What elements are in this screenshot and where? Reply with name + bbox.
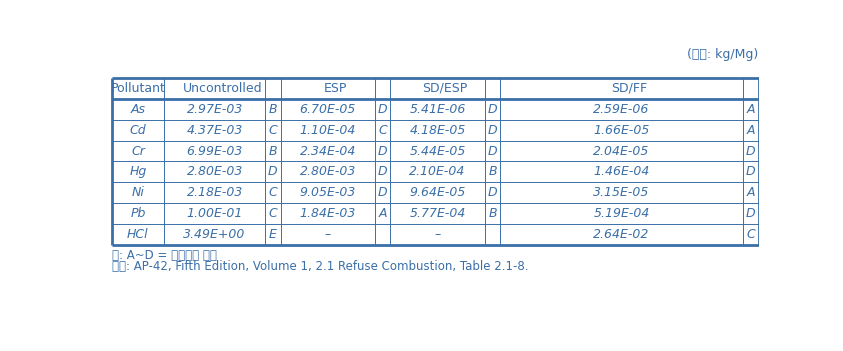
Text: 2.64E-02: 2.64E-02 <box>593 228 650 241</box>
Text: A: A <box>379 207 387 220</box>
Text: 6.70E-05: 6.70E-05 <box>299 103 356 116</box>
Text: D: D <box>487 145 497 158</box>
Text: D: D <box>746 145 756 158</box>
Text: 2.80E-03: 2.80E-03 <box>299 165 356 178</box>
Text: 자료: AP-42, Fifth Edition, Volume 1, 2.1 Refuse Combustion, Table 2.1-8.: 자료: AP-42, Fifth Edition, Volume 1, 2.1 … <box>111 260 528 273</box>
Text: (단위: kg/Mg): (단위: kg/Mg) <box>687 48 759 61</box>
Text: D: D <box>746 165 756 178</box>
Text: 2.97E-03: 2.97E-03 <box>186 103 243 116</box>
Text: As: As <box>131 103 146 116</box>
Text: Pb: Pb <box>130 207 146 220</box>
Text: HCl: HCl <box>127 228 148 241</box>
Text: 2.10E-04: 2.10E-04 <box>409 165 465 178</box>
Text: 1.10E-04: 1.10E-04 <box>299 124 356 137</box>
Text: 3.49E+00: 3.49E+00 <box>184 228 246 241</box>
Text: C: C <box>268 186 277 199</box>
Text: 1.84E-03: 1.84E-03 <box>299 207 356 220</box>
Text: 2.80E-03: 2.80E-03 <box>186 165 243 178</box>
Text: C: C <box>747 228 755 241</box>
Text: D: D <box>487 124 497 137</box>
Text: 2.18E-03: 2.18E-03 <box>186 186 243 199</box>
Text: 9.64E-05: 9.64E-05 <box>409 186 465 199</box>
Text: 5.41E-06: 5.41E-06 <box>409 103 465 116</box>
Text: Cr: Cr <box>131 145 145 158</box>
Text: ESP: ESP <box>324 82 346 95</box>
Text: 9.05E-03: 9.05E-03 <box>299 186 356 199</box>
Text: B: B <box>268 145 277 158</box>
Text: D: D <box>746 207 756 220</box>
Text: D: D <box>378 165 387 178</box>
Text: 4.18E-05: 4.18E-05 <box>409 124 465 137</box>
Text: –: – <box>325 228 331 241</box>
Text: 1.66E-05: 1.66E-05 <box>593 124 650 137</box>
Text: D: D <box>378 103 387 116</box>
Text: 3.15E-05: 3.15E-05 <box>593 186 650 199</box>
Text: 1.46E-04: 1.46E-04 <box>593 165 650 178</box>
Text: C: C <box>268 124 277 137</box>
Text: D: D <box>487 186 497 199</box>
Text: D: D <box>268 165 277 178</box>
Text: C: C <box>268 207 277 220</box>
Text: 6.99E-03: 6.99E-03 <box>186 145 243 158</box>
Text: –: – <box>434 228 441 241</box>
Text: A: A <box>747 124 755 137</box>
Text: E: E <box>269 228 277 241</box>
Text: 2.34E-04: 2.34E-04 <box>299 145 356 158</box>
Text: B: B <box>488 165 497 178</box>
Text: A: A <box>747 103 755 116</box>
Text: 5.19E-04: 5.19E-04 <box>593 207 650 220</box>
Text: Uncontrolled: Uncontrolled <box>183 82 262 95</box>
Text: SD/FF: SD/FF <box>611 82 647 95</box>
Text: D: D <box>378 186 387 199</box>
Text: 주: A~D = 배출계수 등급: 주: A~D = 배출계수 등급 <box>111 249 217 262</box>
Text: B: B <box>488 207 497 220</box>
Text: 1.00E-01: 1.00E-01 <box>186 207 243 220</box>
Text: Hg: Hg <box>129 165 147 178</box>
Text: 4.37E-03: 4.37E-03 <box>186 124 243 137</box>
Text: 5.77E-04: 5.77E-04 <box>409 207 465 220</box>
Text: Pollutant: Pollutant <box>110 82 165 95</box>
Text: 5.44E-05: 5.44E-05 <box>409 145 465 158</box>
Text: D: D <box>487 103 497 116</box>
Text: 2.59E-06: 2.59E-06 <box>593 103 650 116</box>
Text: D: D <box>378 145 387 158</box>
Text: A: A <box>747 186 755 199</box>
Text: C: C <box>378 124 387 137</box>
Text: B: B <box>268 103 277 116</box>
Text: SD/ESP: SD/ESP <box>422 82 468 95</box>
Text: 2.04E-05: 2.04E-05 <box>593 145 650 158</box>
Text: Ni: Ni <box>132 186 144 199</box>
Text: Cd: Cd <box>130 124 146 137</box>
